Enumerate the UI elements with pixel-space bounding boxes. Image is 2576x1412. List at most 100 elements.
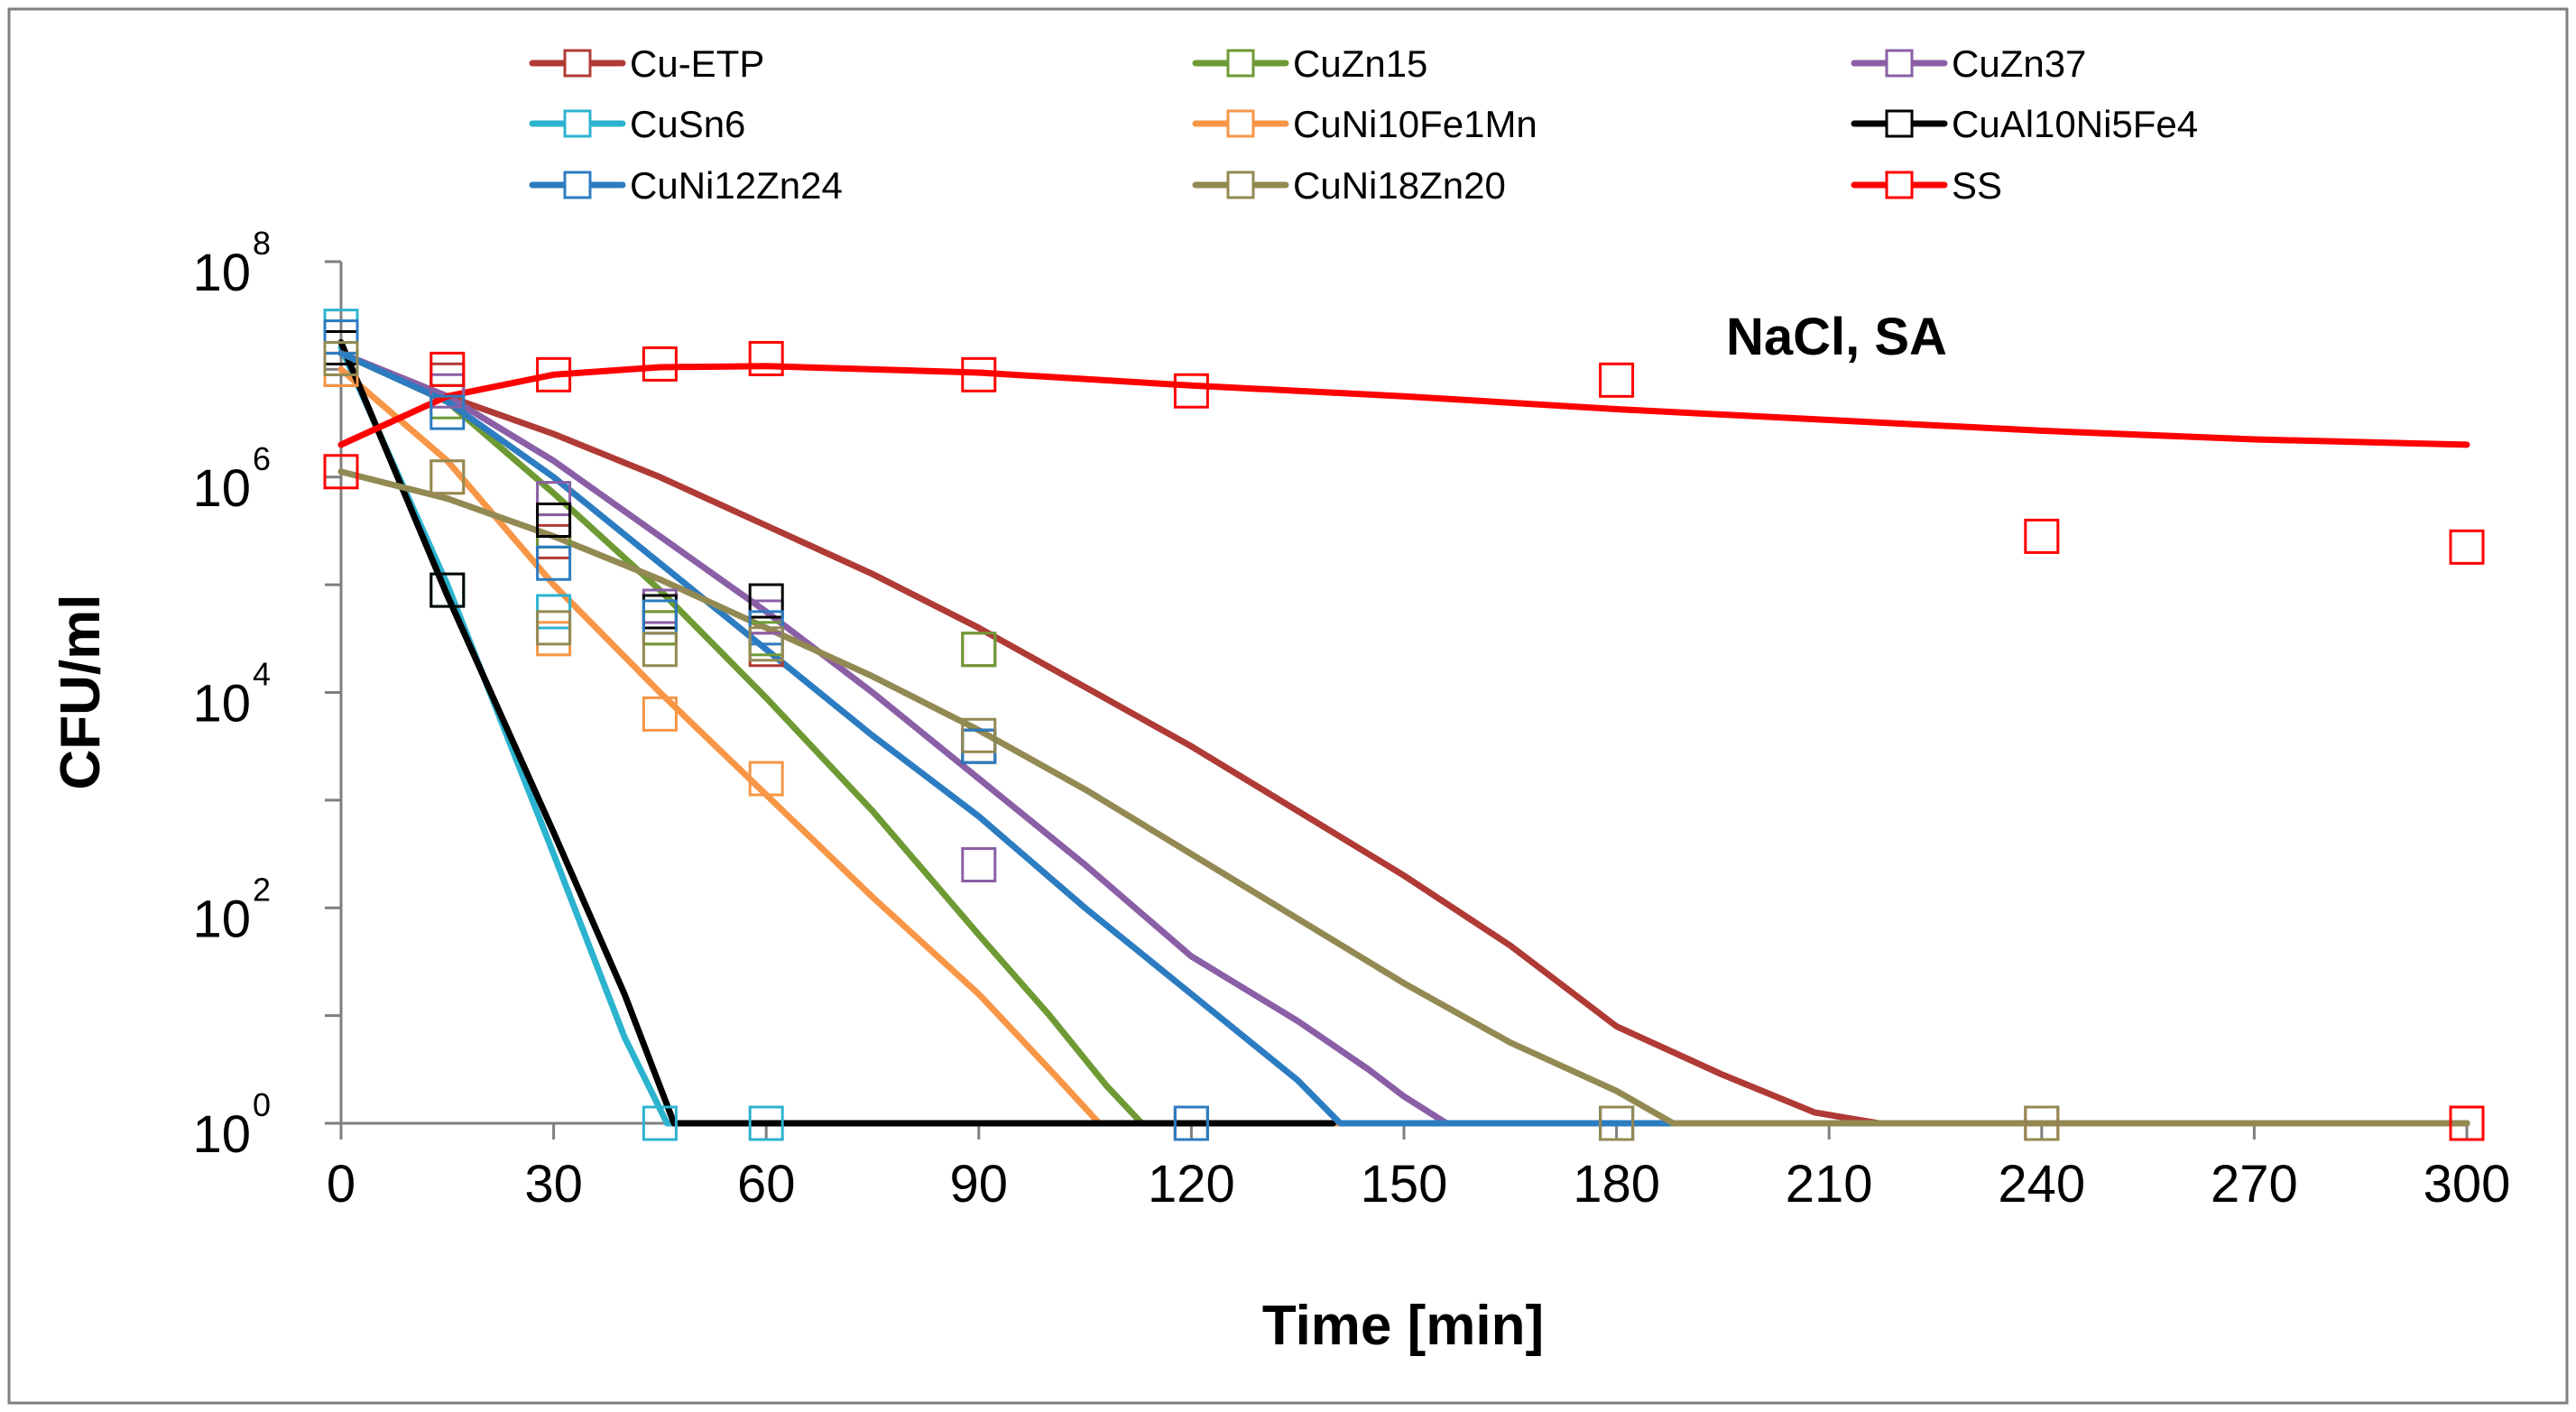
series-line-cual10ni5fe4	[337, 339, 1336, 1127]
series-line-cuni18zn20	[337, 468, 2470, 1127]
y-tick-exponent: 6	[253, 440, 271, 477]
legend-marker	[563, 171, 592, 199]
legend-marker	[1885, 49, 1914, 78]
data-point-ss	[2449, 1105, 2485, 1141]
data-point-ss	[961, 356, 997, 392]
x-axis-title: Time [min]	[1262, 1295, 1544, 1357]
data-point-cuni18zn20	[642, 632, 678, 668]
y-tick-base: 10	[192, 890, 251, 948]
data-point-cual10ni5fe4	[429, 572, 466, 608]
series-line-cuni10fe1mn	[337, 365, 2470, 1127]
legend-item-cuzn15: CuZn15	[1192, 42, 1427, 85]
legend-item-cuni18zn20: CuNi18Zn20	[1192, 164, 1506, 207]
data-point-cuni12zn24	[536, 545, 572, 581]
data-point-cuni18zn20	[1599, 1105, 1635, 1141]
legend-item-cu-etp: Cu-ETP	[529, 42, 764, 85]
y-tick-base: 10	[192, 675, 251, 734]
y-tick-label: 10	[192, 244, 251, 302]
x-tick-label: 120	[1148, 1155, 1235, 1214]
y-tick-base: 10	[192, 459, 251, 518]
data-point-cuni12zn24	[323, 319, 359, 355]
data-point-cuni18zn20	[323, 340, 359, 376]
series-lines	[337, 339, 2470, 1127]
legend-item-cusn6: CuSn6	[529, 103, 745, 145]
data-point-cuzn37	[961, 847, 997, 882]
series-line-cuni12zn24	[337, 350, 2470, 1127]
y-tick-label: 10	[192, 890, 251, 948]
legend-marker	[563, 49, 592, 78]
data-point-cuni18zn20	[748, 626, 784, 662]
data-point-ss	[748, 340, 784, 376]
legend-label: CuSn6	[630, 103, 745, 145]
legend-marker	[563, 109, 592, 138]
legend-label: CuAl10Ni5Fe4	[1952, 103, 2198, 145]
x-tick-label: 60	[737, 1155, 796, 1214]
x-tick-label: 210	[1786, 1155, 1873, 1214]
y-tick-label: 10	[192, 459, 251, 518]
legend-item-cuni10fe1mn: CuNi10Fe1Mn	[1192, 103, 1537, 145]
series-line-cu-etp	[337, 350, 2470, 1127]
x-tick-label: 0	[327, 1155, 355, 1214]
data-point-ss	[429, 351, 466, 387]
data-point-cual10ni5fe4	[748, 583, 784, 619]
series-line-cuzn15	[337, 350, 2470, 1127]
data-point-cusn6	[642, 1105, 678, 1141]
data-point-ss	[1173, 373, 1209, 409]
y-tick-exponent: 8	[253, 225, 271, 262]
legend-label: CuZn15	[1293, 42, 1427, 85]
legend-item-ss: SS	[1851, 164, 2002, 207]
legend: Cu-ETP CuZn15 CuZn37 CuSn6 CuNi10Fe1Mn CuAl10…	[529, 42, 2198, 207]
legend-label: CuNi12Zn24	[630, 164, 843, 207]
data-point-cuni18zn20	[2024, 1105, 2060, 1141]
y-tick-base: 10	[192, 244, 251, 302]
data-point-cuzn37	[536, 481, 572, 517]
series-line-cuzn37	[337, 350, 2470, 1127]
data-point-cual10ni5fe4	[536, 503, 572, 538]
y-tick-label: 10	[192, 1105, 251, 1164]
data-point-ss	[323, 454, 359, 490]
legend-item-cuni12zn24: CuNi12Zn24	[529, 164, 843, 207]
y-tick-base: 10	[192, 1105, 251, 1164]
data-point-ss	[2024, 518, 2060, 554]
x-tick-label: 90	[950, 1155, 1009, 1214]
data-point-cuni12zn24	[1173, 1105, 1209, 1141]
y-tick-exponent: 2	[253, 871, 271, 908]
data-point-ss	[536, 356, 572, 392]
legend-label: CuNi18Zn20	[1293, 164, 1506, 207]
legend-item-cuzn37: CuZn37	[1851, 42, 2086, 85]
series-line-ss	[337, 363, 2470, 448]
chart-frame	[7, 7, 2569, 1405]
legend-marker	[1226, 109, 1255, 138]
legend-label: SS	[1952, 164, 2002, 207]
legend-marker	[1885, 171, 1914, 199]
data-point-ss	[2449, 529, 2485, 565]
data-point-cuzn15	[961, 632, 997, 668]
x-tick-label: 300	[2424, 1155, 2511, 1214]
x-tick-label: 180	[1573, 1155, 1660, 1214]
data-point-cusn6	[748, 1105, 784, 1141]
data-point-cuni10fe1mn	[642, 696, 678, 732]
data-point-cuni18zn20	[961, 717, 997, 753]
y-tick-label: 10	[192, 675, 251, 734]
legend-label: CuNi10Fe1Mn	[1293, 103, 1537, 145]
legend-marker	[1226, 49, 1255, 78]
x-tick-label: 150	[1361, 1155, 1448, 1214]
x-tick-label: 270	[2211, 1155, 2298, 1214]
data-point-cuzn37	[429, 373, 466, 409]
data-point-cuni10fe1mn	[748, 761, 784, 797]
y-tick-exponent: 4	[253, 656, 271, 693]
data-point-cuni18zn20	[429, 459, 466, 495]
legend-label: Cu-ETP	[630, 42, 764, 85]
data-point-cuni18zn20	[536, 610, 572, 646]
data-point-ss	[1599, 362, 1635, 398]
series-markers	[323, 309, 2485, 1141]
y-tick-exponent: 0	[253, 1086, 271, 1123]
data-point-cuni12zn24	[429, 394, 466, 430]
legend-marker	[1226, 171, 1255, 199]
legend-marker	[1885, 109, 1914, 138]
x-ticks: 0 30 60 90 120 150 180 210 240 270 300	[327, 1123, 2511, 1214]
data-point-ss	[642, 346, 678, 382]
legend-label: CuZn37	[1952, 42, 2086, 85]
